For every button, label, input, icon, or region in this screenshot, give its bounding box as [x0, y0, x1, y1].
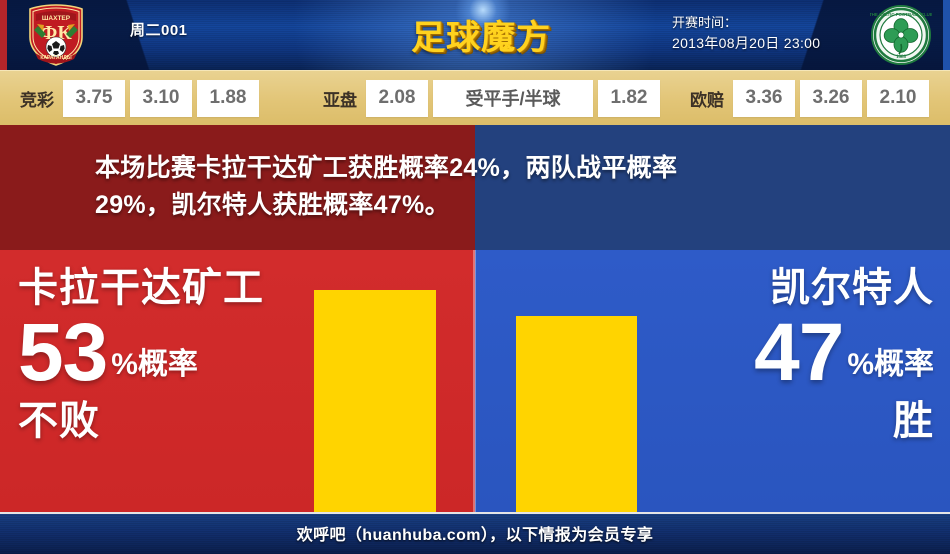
kickoff-label: 开赛时间：	[672, 15, 738, 30]
banner-left-half	[0, 125, 475, 250]
away-percent-row: 47 %概率	[634, 307, 934, 398]
away-probability-bar	[516, 316, 637, 512]
match-number: 周二001	[130, 22, 188, 39]
probability-chart: 卡拉干达矿工 53 %概率 不败 凯尔特人 47 %概率 胜	[0, 250, 950, 512]
svg-text:КАРАГАНДЫ: КАРАГАНДЫ	[40, 55, 71, 61]
home-percent-value: 53	[18, 307, 108, 398]
odds-group-yapan: 亚盘 2.08 受平手/半球 1.82	[323, 79, 665, 117]
footer-top-divider	[0, 512, 950, 514]
footer-text: 欢呼吧（huanhuba.com），以下情报为会员专享	[296, 527, 654, 544]
brand-logo-text: 足球魔方	[411, 18, 551, 57]
odds-yapan-away[interactable]: 1.82	[598, 79, 660, 117]
odds-jingcai-home[interactable]: 3.75	[63, 79, 125, 117]
kickoff-info: 开赛时间： 2013年08月20日 23:00	[672, 12, 820, 54]
odds-jingcai-draw[interactable]: 3.10	[130, 79, 192, 117]
odds-label-jingcai: 竞彩	[20, 90, 54, 111]
kickoff-time: 2013年08月20日 23:00	[672, 35, 821, 51]
home-stats-block: 卡拉干达矿工 53 %概率 不败	[18, 264, 308, 444]
panel-divider	[473, 250, 476, 512]
banner-right-half	[475, 125, 950, 250]
svg-text:ШАХТЕР: ШАХТЕР	[42, 15, 71, 22]
home-verdict: 不败	[18, 399, 100, 443]
away-percent-suffix: %概率	[847, 348, 934, 381]
footer-bar: 欢呼吧（huanhuba.com），以下情报为会员专享	[0, 512, 950, 554]
header-left-edge	[0, 0, 7, 70]
odds-jingcai-away[interactable]: 1.88	[197, 79, 259, 117]
odds-yapan-handicap[interactable]: 受平手/半球	[433, 79, 593, 117]
odds-yapan-home[interactable]: 2.08	[366, 79, 428, 117]
home-team-name: 卡拉干达矿工	[18, 266, 264, 310]
brand-logo: 足球魔方	[406, 10, 556, 58]
odds-group-jingcai: 竞彩 3.75 3.10 1.88	[20, 79, 264, 117]
header-right-edge	[943, 0, 950, 70]
home-percent-suffix: %概率	[111, 348, 198, 381]
home-percent-row: 53 %概率	[18, 307, 308, 398]
away-stats-block: 凯尔特人 47 %概率 胜	[634, 264, 934, 444]
odds-label-yapan: 亚盘	[323, 90, 357, 111]
svg-text:ФК: ФК	[40, 22, 72, 44]
banner-text-line1: 本场比赛卡拉干达矿工获胜概率24%，两队战平概率	[95, 154, 678, 182]
svg-text:THE CELTIC FOOTBALL CLUB: THE CELTIC FOOTBALL CLUB	[870, 12, 932, 17]
probability-statement-banner: 本场比赛卡拉干达矿工获胜概率24%，两队战平概率 29%，凯尔特人获胜概率47%…	[0, 125, 950, 250]
shakhter-karagandy-crest: ШАХТЕР ФК КАРАГАНДЫ	[29, 4, 83, 66]
odds-oupei-draw[interactable]: 3.26	[800, 79, 862, 117]
odds-group-oupei: 欧赔 3.36 3.26 2.10	[690, 79, 934, 117]
away-verdict: 胜	[893, 399, 934, 443]
odds-oupei-away[interactable]: 2.10	[867, 79, 929, 117]
home-probability-bar	[314, 290, 436, 512]
odds-oupei-home[interactable]: 3.36	[733, 79, 795, 117]
svg-text:1888: 1888	[896, 55, 907, 60]
odds-bar: 竞彩 3.75 3.10 1.88 亚盘 2.08 受平手/半球 1.82 欧赔…	[0, 70, 950, 125]
banner-text-line2: 29%，凯尔特人获胜概率47%。	[95, 191, 450, 219]
away-percent-value: 47	[754, 307, 844, 398]
odds-label-oupei: 欧赔	[690, 90, 724, 111]
celtic-fc-crest: THE CELTIC FOOTBALL CLUB 1888	[870, 5, 932, 65]
away-team-name: 凯尔特人	[770, 266, 934, 310]
header-bar: ШАХТЕР ФК КАРАГАНДЫ 周二001 足球魔方 开赛时间： 201…	[0, 0, 950, 70]
banner-text: 本场比赛卡拉干达矿工获胜概率24%，两队战平概率 29%，凯尔特人获胜概率47%…	[95, 150, 895, 224]
